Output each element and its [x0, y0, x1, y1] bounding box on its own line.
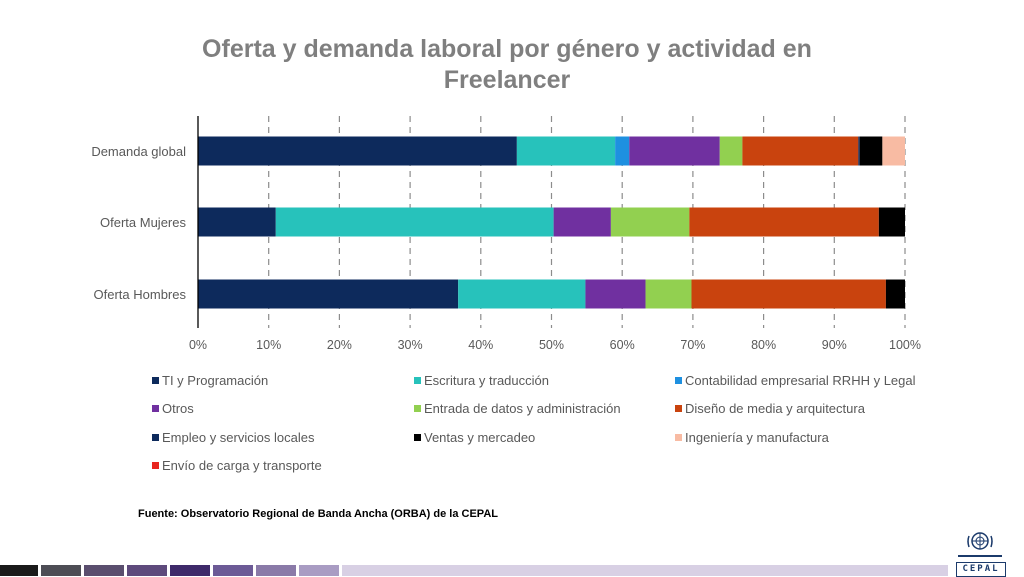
- legend-swatch: [675, 434, 682, 441]
- legend-swatch: [152, 462, 159, 469]
- chart-title-line-1: Oferta y demanda laboral por género y ac…: [202, 35, 812, 63]
- bar-segment: [610, 207, 690, 237]
- legend-item: TI y Programación: [152, 373, 268, 388]
- legend-swatch: [675, 405, 682, 412]
- bar-segment: [585, 279, 646, 309]
- bar-segment: [689, 207, 879, 237]
- x-tick-label: 80%: [751, 338, 776, 352]
- legend-label: Otros: [162, 401, 194, 416]
- legend-item: Otros: [152, 401, 194, 416]
- legend-label: Contabilidad empresarial RRHH y Legal: [685, 373, 916, 388]
- bar-segment: [719, 136, 743, 166]
- x-tick-label: 50%: [539, 338, 564, 352]
- x-tick-label: 100%: [889, 338, 921, 352]
- legend-swatch: [414, 434, 421, 441]
- category-label: Oferta Hombres: [94, 287, 187, 302]
- footer-segment: [0, 565, 38, 576]
- legend-item: Diseño de media y arquitectura: [675, 401, 865, 416]
- footer-segment: [84, 565, 124, 576]
- x-tick-label: 0%: [189, 338, 207, 352]
- chart-title: Oferta y demanda laboral por género y ac…: [150, 34, 864, 96]
- x-tick-label: 90%: [822, 338, 847, 352]
- logo-subtext: [958, 555, 1002, 557]
- bar-segment: [275, 207, 554, 237]
- bar-segment: [742, 136, 859, 166]
- bar-chart: Demanda global Oferta Mujeres Oferta Hombr…: [91, 116, 921, 352]
- footer-segment: [213, 565, 253, 576]
- category-label: Demanda global: [91, 144, 186, 159]
- x-tick-label: 60%: [610, 338, 635, 352]
- legend-swatch: [152, 377, 159, 384]
- source-note: Fuente: Observatorio Regional de Banda A…: [138, 508, 498, 520]
- legend-swatch: [152, 434, 159, 441]
- legend-label: Entrada de datos y administración: [424, 401, 621, 416]
- un-emblem-icon: [967, 532, 993, 550]
- bar-segment: [615, 136, 630, 166]
- x-tick-label: 70%: [680, 338, 705, 352]
- legend-item: Entrada de datos y administración: [414, 401, 621, 416]
- legend-swatch: [675, 377, 682, 384]
- bar-segment: [858, 136, 860, 166]
- bar-segment: [198, 136, 517, 166]
- bar-segment: [645, 279, 692, 309]
- bar-stack-group: [198, 136, 905, 309]
- footer-segment: [41, 565, 81, 576]
- bar-segment: [882, 136, 905, 166]
- legend-label: Escritura y traducción: [424, 373, 549, 388]
- legend-label: Envío de carga y transporte: [162, 458, 322, 473]
- legend-item: Escritura y traducción: [414, 373, 549, 388]
- footer-segment: [342, 565, 948, 576]
- bar-segment: [198, 207, 276, 237]
- x-tick-label: 40%: [468, 338, 493, 352]
- footer-segment: [170, 565, 210, 576]
- category-labels: Demanda global Oferta Mujeres Oferta Hombr…: [91, 144, 186, 302]
- legend-item: Ventas y mercadeo: [414, 430, 535, 445]
- bar-segment: [629, 136, 720, 166]
- legend-label: Ingeniería y manufactura: [685, 430, 829, 445]
- legend-label: Ventas y mercadeo: [424, 430, 536, 445]
- x-tick-label: 20%: [327, 338, 352, 352]
- bar-segment: [458, 279, 586, 309]
- footer-segment: [256, 565, 296, 576]
- x-tick-label: 30%: [398, 338, 423, 352]
- bar-segment: [198, 279, 459, 309]
- legend-label: Diseño de media y arquitectura: [685, 401, 865, 416]
- legend-swatch: [414, 377, 421, 384]
- bar-segment: [553, 207, 611, 237]
- legend-swatch: [152, 405, 159, 412]
- bar-segment: [878, 207, 905, 237]
- legend-label: Empleo y servicios locales: [162, 430, 315, 445]
- legend-item: Contabilidad empresarial RRHH y Legal: [675, 373, 916, 388]
- x-tick-labels: 0% 10% 20% 30% 40% 50% 60% 70% 80% 90% 100%: [189, 338, 921, 352]
- footer-segment: [127, 565, 167, 576]
- legend-item: Envío de carga y transporte: [152, 458, 322, 473]
- category-label: Oferta Mujeres: [100, 215, 186, 230]
- logo-text: CEPAL: [956, 562, 1006, 577]
- x-tick-label: 10%: [256, 338, 281, 352]
- legend-label: TI y Programación: [162, 373, 269, 388]
- bar-segment: [516, 136, 616, 166]
- footer-segment: [299, 565, 339, 576]
- cepal-logo: CEPAL: [954, 530, 1006, 577]
- legend-item: Ingeniería y manufactura: [675, 430, 829, 445]
- chart-title-line-2: Freelancer: [443, 66, 571, 94]
- legend-item: Empleo y servicios locales: [152, 430, 314, 445]
- bar-segment: [885, 279, 905, 309]
- bar-segment: [859, 136, 883, 166]
- bar-segment: [691, 279, 886, 309]
- legend-swatch: [414, 405, 421, 412]
